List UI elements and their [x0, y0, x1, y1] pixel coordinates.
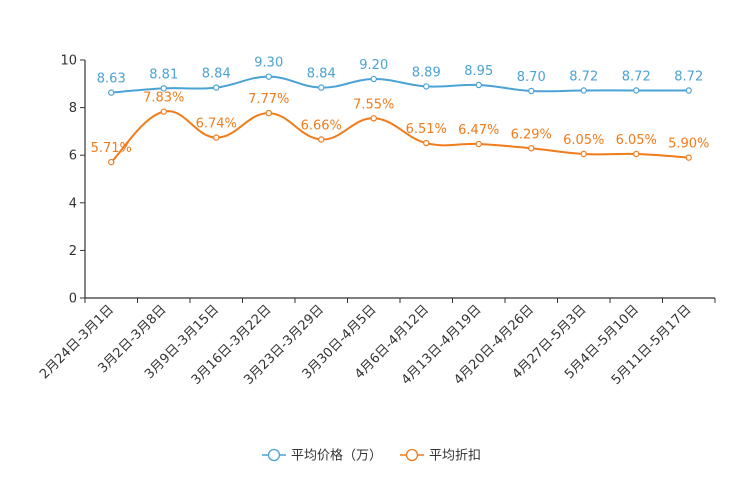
data-point	[475, 140, 482, 148]
data-label: 6.51%	[406, 122, 447, 137]
data-label: 9.20	[359, 58, 388, 73]
legend-item-1[interactable]: 平均折扣	[400, 449, 481, 464]
y-tick-label: 4	[69, 196, 77, 211]
series-layer: 8.63 8.81 8.84 9.30 8.84 9.20 8.89 8.95 8.70 8.72…	[91, 56, 709, 166]
data-point	[528, 87, 535, 95]
series-0: 8.63 8.81 8.84 9.30 8.84 9.20 8.89 8.95 8.70 8.72…	[97, 56, 703, 96]
data-point	[108, 158, 115, 166]
data-label: 8.63	[97, 72, 126, 87]
data-label: 7.77%	[248, 92, 289, 107]
series-1: 5.71% 7.83% 6.74% 7.77% 6.66% 7.55% 6.51% 6.47%…	[91, 91, 709, 166]
data-label: 8.84	[307, 67, 336, 82]
data-label: 8.72	[622, 69, 651, 84]
data-label: 7.55%	[353, 97, 394, 112]
y-tick-label: 2	[69, 244, 77, 259]
data-label: 8.81	[149, 67, 178, 82]
data-point	[528, 145, 535, 152]
y-tick-label: 8	[69, 101, 77, 116]
data-label: 8.72	[569, 69, 598, 84]
data-label: 8.84	[202, 67, 231, 82]
data-point	[265, 109, 272, 117]
data-point	[370, 115, 377, 122]
data-point	[318, 84, 325, 91]
legend-marker-icon	[267, 448, 281, 462]
data-label: 8.89	[412, 65, 441, 80]
data-point	[580, 87, 587, 94]
data-point	[685, 154, 692, 161]
data-label: 6.29%	[511, 127, 552, 142]
data-point	[423, 139, 430, 147]
data-point	[633, 87, 640, 94]
legend[interactable]: 平均价格（万） 平均折扣	[262, 448, 481, 464]
data-label: 6.05%	[616, 133, 657, 148]
data-label: 8.72	[674, 69, 703, 84]
legend-item-0[interactable]: 平均价格（万）	[262, 448, 382, 464]
data-point	[370, 75, 377, 83]
data-point	[423, 83, 430, 90]
data-label: 6.05%	[563, 133, 604, 148]
data-point	[213, 84, 220, 91]
data-point	[318, 136, 325, 143]
data-label: 6.74%	[196, 117, 237, 132]
data-label: 6.66%	[301, 118, 342, 133]
data-label: 8.95	[464, 64, 493, 79]
legend-marker-icon	[405, 448, 419, 462]
y-tick-label: 6	[69, 149, 77, 164]
data-point	[633, 150, 640, 158]
data-point	[265, 73, 272, 80]
legend-label: 平均折扣	[429, 449, 481, 464]
data-point	[160, 108, 167, 115]
y-tick-label: 10	[60, 54, 77, 69]
data-point	[160, 85, 167, 92]
data-point	[685, 87, 692, 94]
series-line	[111, 75, 689, 94]
legend-label: 平均价格（万）	[291, 448, 382, 464]
data-point	[213, 134, 220, 141]
data-label: 8.70	[517, 70, 546, 85]
data-label: 7.83%	[143, 91, 184, 106]
data-point	[108, 89, 115, 96]
data-point	[580, 150, 587, 158]
y-tick-label: 0	[69, 292, 77, 307]
data-label: 9.30	[254, 56, 283, 71]
data-label: 5.90%	[668, 137, 709, 152]
data-label: 6.47%	[458, 123, 499, 138]
data-point	[475, 81, 482, 89]
data-label: 5.71%	[91, 141, 132, 156]
